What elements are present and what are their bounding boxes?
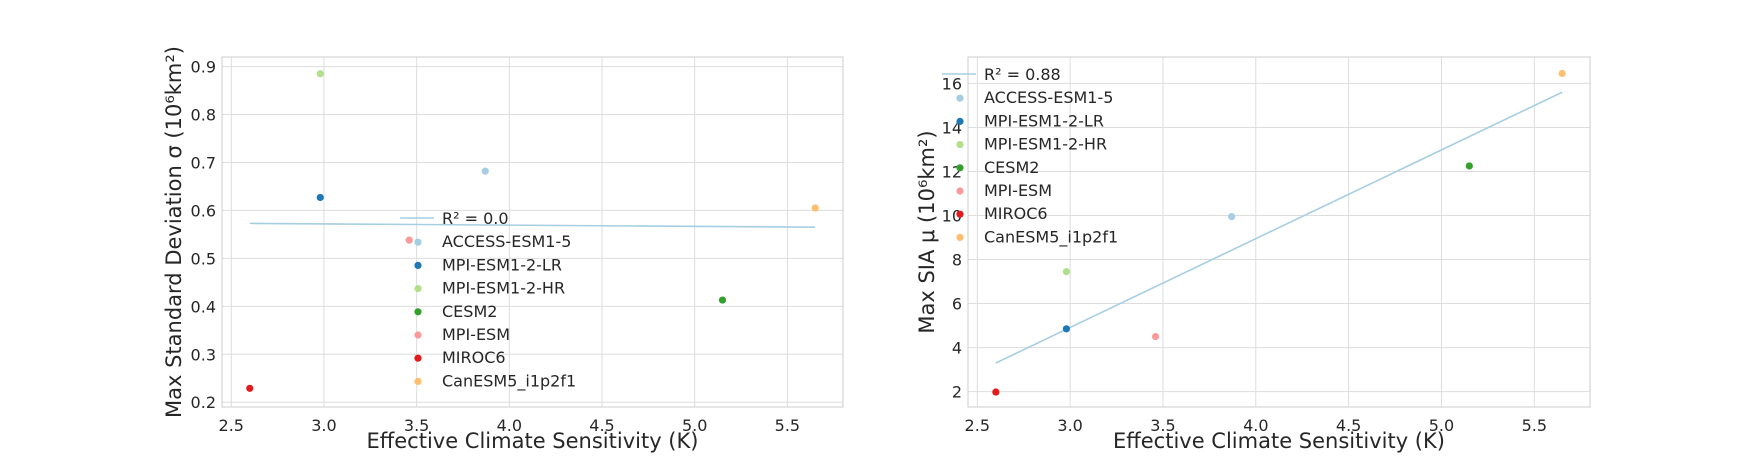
y-tick-label: 10: [942, 206, 962, 225]
y-tick-label: 0.6: [191, 201, 216, 220]
legend-swatch: [956, 164, 964, 172]
legend-label: CESM2: [442, 302, 497, 321]
x-tick-label: 3.5: [1150, 416, 1175, 435]
legend-label: MPI-ESM1-2-LR: [984, 111, 1104, 130]
x-tick-label: 2.5: [965, 416, 990, 435]
x-axis-label: Effective Climate Sensitivity (K): [1113, 429, 1445, 453]
point-miroc6: [246, 384, 254, 392]
left-scatter-panel: 2.5 3.0 3.5 4.0 4.5 5.0 5.5 0.2 0.3 0.4 0.5 0.6 0.7 0…: [162, 46, 844, 453]
point-access-esm1-5: [1228, 212, 1236, 221]
point-cesm2: [718, 296, 727, 304]
x-tick-label: 5.0: [682, 416, 707, 435]
x-tick-label: 3.5: [404, 416, 429, 435]
legend-label: MIROC6: [442, 348, 506, 367]
legend-label: MPI-ESM: [984, 181, 1052, 200]
legend-label: MPI-ESM1-2-HR: [442, 279, 565, 298]
point-mpi-esm: [1151, 332, 1160, 341]
point-mpi-esm1-2-hr: [316, 70, 324, 78]
legend-swatch: [414, 354, 422, 362]
x-tick-label: 4.0: [497, 416, 522, 435]
y-tick-label: 6: [952, 295, 962, 314]
plot-frame: [221, 56, 844, 408]
x-tick-label: 4.5: [589, 416, 614, 435]
y-tick-label: 2: [952, 383, 962, 402]
legend-label: CanESM5_i1p2f1: [442, 371, 576, 391]
y-tick-label: 0.2: [191, 393, 216, 412]
legend-swatch: [956, 117, 964, 125]
legend-label: MIROC6: [984, 204, 1048, 223]
legend-swatch: [414, 261, 422, 269]
legend-swatch: [414, 285, 422, 293]
right-scatter-panel: 2.5 3.0 3.5 4.0 4.5 5.0 5.5246810121416Effecti…: [915, 56, 1591, 453]
point-mpi-esm1-2-hr: [1062, 268, 1071, 276]
legend-swatch: [414, 308, 422, 316]
point-mpi-esm1-2-lr: [1062, 325, 1071, 333]
legend-label: CanESM5_i1p2f1: [984, 227, 1118, 247]
plot-frame: [967, 56, 1591, 408]
legend-swatch: [414, 377, 422, 385]
point-miroc6: [992, 388, 1000, 396]
y-tick-label: 4: [952, 339, 962, 358]
x-tick-label: 5.5: [775, 416, 800, 435]
legend-swatch: [414, 238, 422, 246]
legend-label: MPI-ESM1-2-LR: [442, 255, 562, 274]
point-mpi-esm: [405, 236, 413, 244]
legend-label: MPI-ESM1-2-HR: [984, 135, 1107, 154]
x-tick-label: 5.5: [1522, 416, 1547, 435]
legend-label: CESM2: [984, 158, 1039, 177]
legend-fit-label: R² = 0.0: [442, 209, 509, 228]
y-axis-label: Max Standard Deviation σ (10⁶km²): [162, 46, 186, 418]
fit-line: [995, 91, 1563, 364]
x-tick-label: 2.5: [219, 416, 244, 435]
point-canesm5_i1p2f1: [1558, 69, 1566, 78]
x-tick-label: 3.0: [311, 416, 336, 435]
y-axis-label: Max SIA μ (10⁶km²): [915, 130, 939, 333]
legend-fit-label: R² = 0.88: [984, 65, 1061, 84]
y-tick-label: 0.9: [191, 58, 216, 77]
y-tick-label: 0.4: [191, 297, 216, 316]
legend-swatch: [414, 331, 422, 339]
y-tick-label: 16: [942, 74, 962, 93]
fit-line: [249, 222, 816, 229]
x-axis-label: Effective Climate Sensitivity (K): [367, 429, 699, 453]
legend: R² = 0.0 ACCESS-ESM1-5 MPI-ESM1-2-LR MPI-ES…: [400, 209, 576, 391]
legend-label: MPI-ESM: [442, 325, 510, 344]
point-mpi-esm1-2-lr: [316, 193, 324, 202]
x-tick-label: 4.0: [1243, 416, 1268, 435]
x-tick-label: 4.5: [1336, 416, 1361, 435]
legend-swatch: [956, 141, 964, 149]
y-tick-label: 0.5: [191, 249, 216, 268]
legend-swatch: [956, 94, 964, 102]
y-tick-label: 0.7: [191, 153, 216, 172]
y-tick-label: 0.8: [191, 106, 216, 125]
point-cesm2: [1465, 162, 1473, 170]
point-access-esm1-5: [481, 167, 489, 175]
y-tick-label: 0.3: [191, 345, 216, 364]
legend: R² = 0.88 ACCESS-ESM1-5 MPI-ESM1-2-LR MPI-E…: [942, 65, 1118, 247]
legend-label: ACCESS-ESM1-5: [984, 88, 1113, 107]
legend-swatch: [956, 210, 964, 218]
legend-swatch: [956, 233, 964, 241]
x-tick-label: 3.0: [1057, 416, 1082, 435]
legend-label: ACCESS-ESM1-5: [442, 232, 571, 251]
x-tick-label: 5.0: [1429, 416, 1454, 435]
y-tick-label: 8: [952, 251, 962, 270]
legend-swatch: [956, 187, 964, 195]
point-canesm5_i1p2f1: [811, 204, 819, 212]
